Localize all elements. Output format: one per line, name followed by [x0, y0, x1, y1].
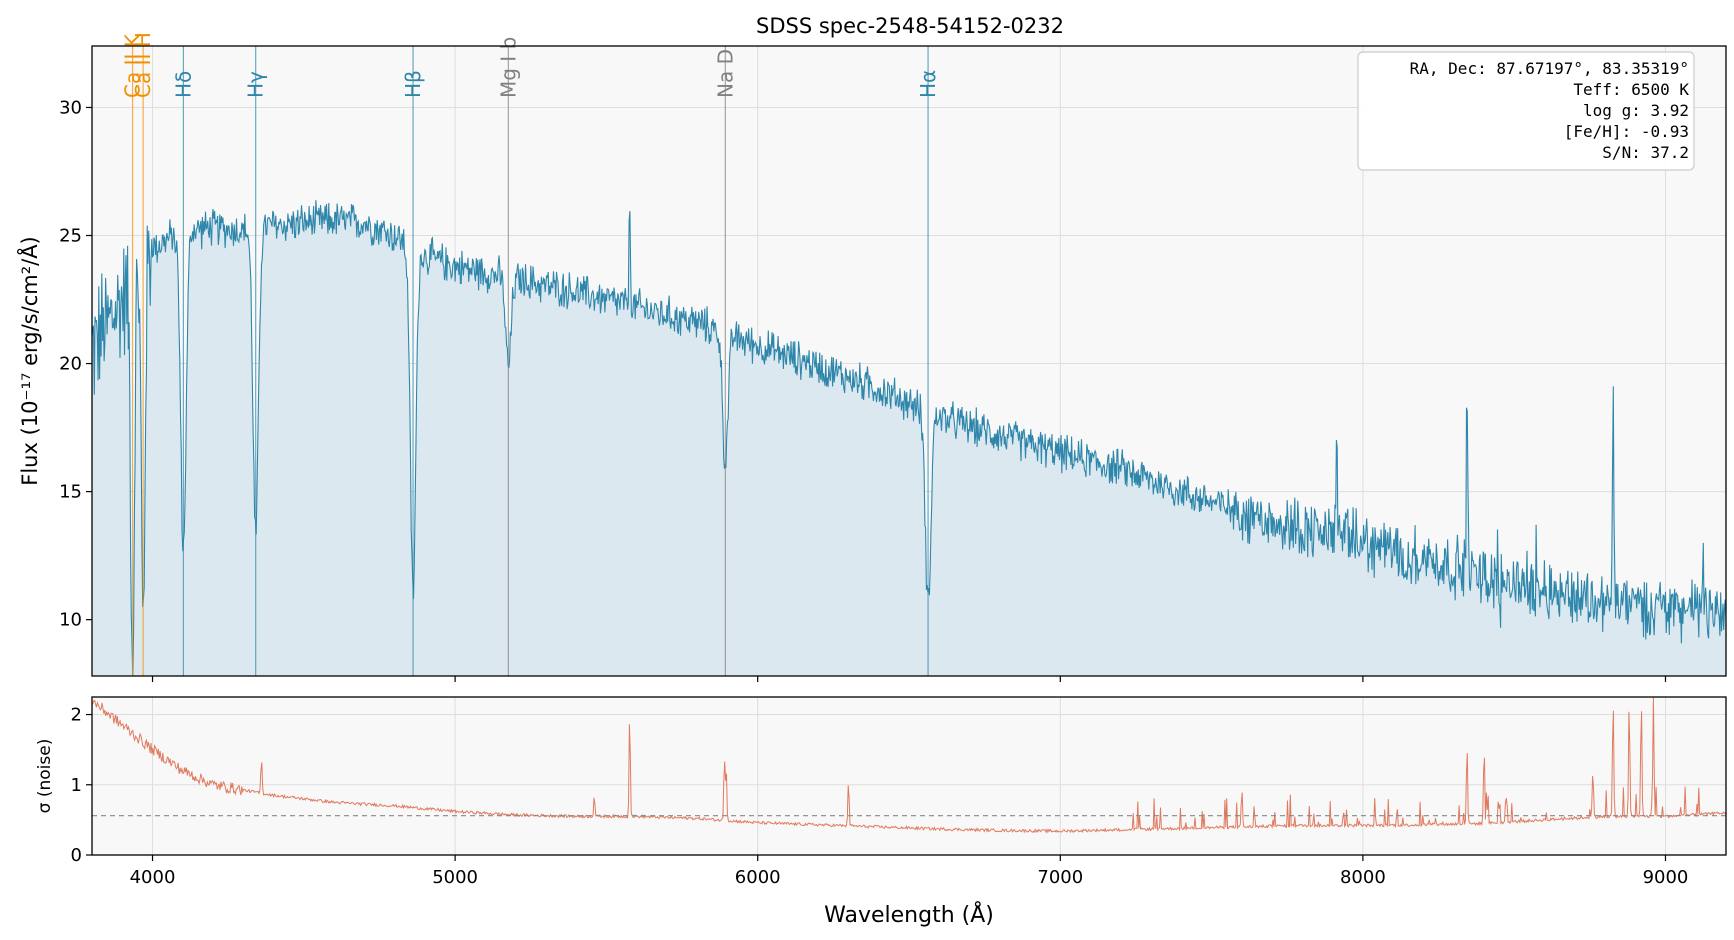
x-tick-label: 8000	[1340, 867, 1386, 888]
info-logg: log g: 3.92	[1583, 101, 1689, 120]
flux-y-axis-label: Flux (10⁻¹⁷ erg/s/cm²/Å)	[16, 236, 42, 486]
x-tick-label: 5000	[432, 867, 478, 888]
wavelength-x-axis-label: Wavelength (Å)	[824, 901, 994, 928]
noise-y-tick-label: 2	[71, 705, 82, 726]
spectral-line-label: Hα	[916, 70, 940, 98]
noise-y-tick-label: 1	[71, 775, 82, 796]
spectral-line-label: Ca II K	[121, 33, 145, 98]
noise-series	[91, 696, 1727, 834]
flux-panel: Ca II KCa II H Hδ Hγ Hβ Mg I b Na D Hα 10 15 20 2…	[16, 32, 1727, 682]
spectral-line-label: Mg I b	[496, 37, 520, 98]
flux-y-tick-label: 15	[59, 482, 82, 503]
flux-y-tick-label: 10	[59, 610, 82, 631]
stellar-parameters-box: RA, Dec: 87.67197°, 83.35319° Teff: 6500…	[1357, 51, 1695, 171]
x-tick-label: 9000	[1643, 867, 1689, 888]
spectral-line-label: Hβ	[401, 70, 425, 98]
flux-y-ticks: 10 15 20 25 30	[59, 97, 1667, 682]
x-tick-label: 6000	[735, 867, 781, 888]
info-teff: Teff: 6500 K	[1573, 80, 1689, 99]
flux-y-tick-label: 25	[59, 226, 82, 247]
spectral-line-label: Na D	[713, 49, 737, 98]
noise-y-axis-label: σ (noise)	[35, 739, 55, 814]
flux-y-tick-label: 20	[59, 354, 82, 375]
info-box-background	[1357, 51, 1695, 171]
chart-title: SDSS spec-2548-54152-0232	[756, 14, 1064, 38]
noise-panel-background	[92, 697, 1726, 855]
flux-panel-frame	[91, 45, 1727, 677]
flux-series	[91, 200, 1727, 676]
spectral-line-label: Ca II H	[131, 32, 155, 98]
noise-panel-frame	[91, 696, 1727, 856]
noise-y-tick-label: 0	[71, 845, 82, 866]
noise-panel: 0 1 2 4000 5000 6000 7000 8000 9000 σ (noise) W…	[35, 696, 1727, 928]
spectral-line-label: Hγ	[244, 71, 268, 98]
noise-y-ticks: 0 1 2	[71, 705, 92, 866]
spectral-line-markers: Ca II KCa II H Hδ Hγ Hβ Mg I b Na D Hα	[121, 32, 940, 676]
flux-y-tick-label: 30	[59, 97, 82, 118]
info-radec: RA, Dec: 87.67197°, 83.35319°	[1410, 59, 1689, 78]
flux-line	[91, 200, 1727, 676]
x-tick-label: 4000	[130, 867, 176, 888]
flux-fill-area	[92, 200, 1726, 676]
noise-line	[91, 696, 1727, 834]
wavelength-x-ticks: 4000 5000 6000 7000 8000 9000	[130, 855, 1689, 888]
info-snr: S/N: 37.2	[1602, 143, 1689, 162]
x-tick-label: 7000	[1037, 867, 1083, 888]
spectral-line-label: Hδ	[171, 71, 195, 98]
info-feh: [Fe/H]: -0.93	[1564, 122, 1689, 141]
